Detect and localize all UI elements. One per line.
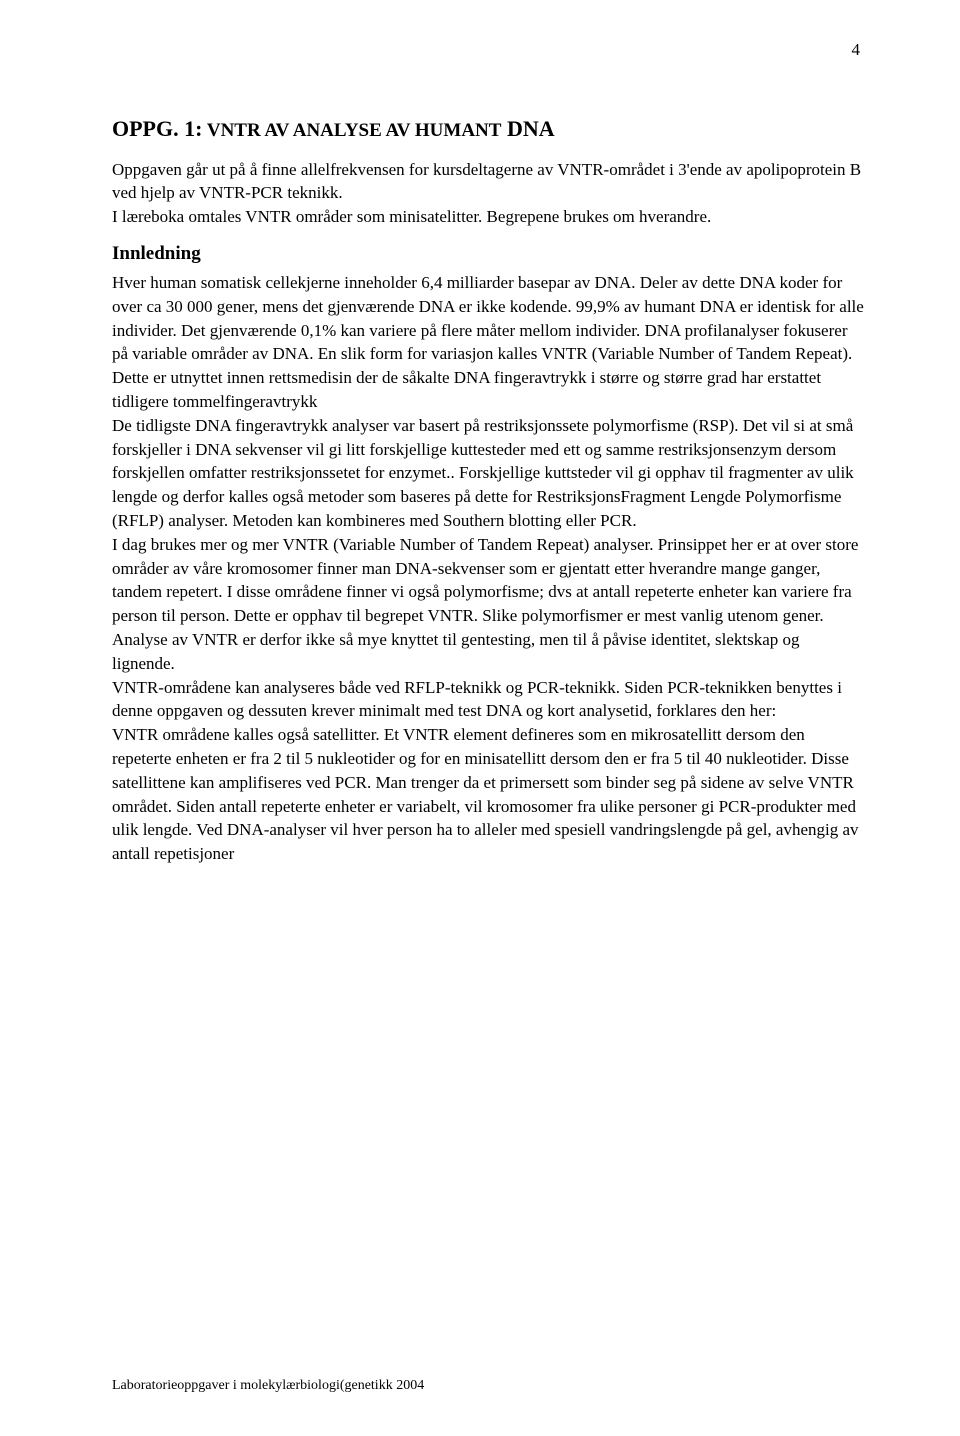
document-title: OPPG. 1: VNTR AV ANALYSE AV HUMANT DNA (112, 114, 864, 144)
section-heading-innledning: Innledning (112, 243, 864, 265)
title-part-1: OPPG. 1: (112, 116, 202, 141)
title-part-2: VNTR (202, 120, 264, 141)
footer-text: Laboratorieoppgaver i molekylærbiologi(g… (112, 1378, 424, 1394)
document-page: 4 OPPG. 1: VNTR AV ANALYSE AV HUMANT DNA… (0, 0, 960, 1436)
title-part-3: AV ANALYSE AV HUMANT (264, 120, 501, 141)
intro-paragraph: Oppgaven går ut på å finne allelfrekvens… (112, 158, 864, 229)
body-paragraph: Hver human somatisk cellekjerne innehold… (112, 271, 864, 866)
title-part-4: DNA (501, 116, 554, 141)
page-number: 4 (852, 40, 861, 60)
